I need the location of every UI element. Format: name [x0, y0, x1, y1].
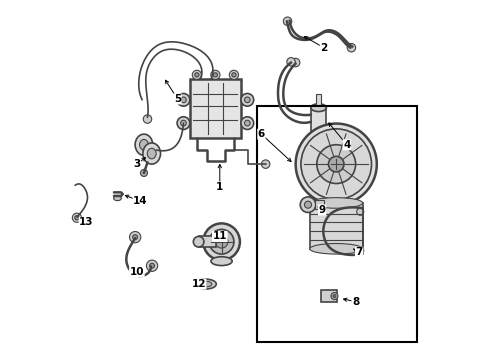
Bar [309, 203, 362, 249]
Circle shape [328, 156, 343, 172]
Circle shape [283, 17, 291, 26]
Circle shape [140, 170, 147, 176]
Circle shape [330, 293, 337, 300]
Text: 3: 3 [133, 159, 140, 169]
Circle shape [177, 94, 189, 106]
Ellipse shape [195, 279, 216, 289]
Circle shape [244, 97, 250, 103]
Circle shape [241, 117, 253, 130]
Bar [198, 237, 216, 247]
Circle shape [300, 197, 315, 212]
Ellipse shape [310, 141, 325, 149]
Circle shape [177, 117, 189, 130]
Circle shape [72, 213, 81, 222]
Text: 4: 4 [343, 140, 350, 150]
Circle shape [300, 129, 371, 199]
Circle shape [304, 201, 311, 208]
Ellipse shape [199, 281, 211, 287]
Text: 10: 10 [129, 267, 144, 277]
Ellipse shape [210, 257, 232, 266]
Text: 12: 12 [191, 279, 205, 289]
Text: 9: 9 [318, 205, 325, 215]
Circle shape [229, 70, 238, 80]
Ellipse shape [135, 134, 152, 155]
Circle shape [203, 224, 240, 260]
Ellipse shape [147, 148, 156, 159]
Ellipse shape [309, 198, 362, 208]
Ellipse shape [113, 196, 121, 201]
Text: 7: 7 [355, 247, 362, 257]
Text: 13: 13 [79, 217, 94, 227]
Circle shape [213, 73, 217, 77]
Circle shape [356, 208, 363, 215]
Circle shape [295, 123, 376, 205]
Circle shape [346, 44, 355, 52]
Circle shape [291, 58, 299, 67]
Bar [314, 201, 323, 209]
Ellipse shape [142, 143, 160, 164]
Text: 8: 8 [351, 297, 359, 307]
Bar [256, 106, 417, 342]
Circle shape [241, 94, 253, 106]
Circle shape [143, 115, 151, 123]
Circle shape [194, 73, 199, 77]
Ellipse shape [310, 104, 325, 112]
Bar [310, 108, 325, 145]
Circle shape [193, 237, 203, 247]
Circle shape [244, 120, 250, 126]
Bar [315, 94, 321, 105]
Circle shape [210, 70, 220, 80]
Circle shape [132, 235, 137, 240]
Text: 2: 2 [320, 43, 327, 53]
Text: 11: 11 [212, 231, 226, 242]
Text: 5: 5 [174, 94, 181, 104]
Circle shape [149, 263, 154, 268]
Circle shape [332, 294, 335, 297]
Circle shape [180, 120, 186, 126]
Circle shape [286, 58, 295, 66]
Circle shape [356, 247, 363, 254]
Circle shape [316, 145, 355, 184]
Circle shape [215, 235, 227, 248]
Circle shape [231, 73, 236, 77]
Bar [189, 80, 241, 138]
Bar [321, 290, 336, 302]
Circle shape [129, 231, 141, 243]
Ellipse shape [139, 139, 148, 150]
Circle shape [209, 229, 233, 254]
Circle shape [146, 260, 158, 271]
Circle shape [261, 160, 269, 168]
Text: 6: 6 [257, 129, 264, 139]
Text: 1: 1 [216, 182, 223, 192]
Text: 14: 14 [133, 196, 147, 206]
Circle shape [180, 97, 186, 103]
Circle shape [192, 70, 201, 80]
Circle shape [75, 216, 79, 220]
Ellipse shape [309, 243, 362, 254]
